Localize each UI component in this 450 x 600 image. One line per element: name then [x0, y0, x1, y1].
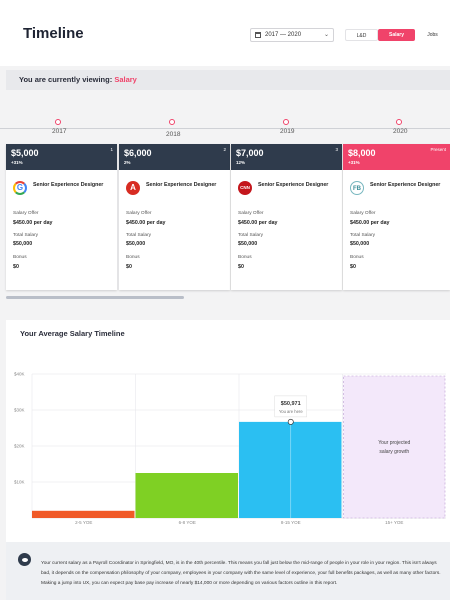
card-number: 2: [223, 147, 226, 152]
total-salary-value: $50,000: [126, 241, 146, 247]
bonus-label: Bonus: [126, 255, 140, 260]
card-change: 2%: [124, 160, 131, 165]
tooltip-box: [274, 395, 307, 418]
viewing-banner: You are currently viewing: Salary: [6, 70, 450, 90]
card-role: Senior Experience Designer: [370, 182, 441, 188]
card-change: 12%: [236, 160, 246, 165]
total-salary-label: Total Salary: [350, 233, 376, 238]
bonus-label: Bonus: [238, 255, 252, 260]
card-role: Senior Experience Designer: [33, 182, 104, 188]
google-logo-icon: G: [13, 181, 27, 195]
x-tick-label: 8-15 YOE: [281, 520, 301, 525]
tab-salary[interactable]: Salary: [378, 29, 415, 41]
salary-card[interactable]: $6,000 2% 2 A Senior Experience Designer…: [119, 144, 230, 290]
card-header: $8,000 +31% Present: [343, 144, 450, 170]
timeline-year: 2018: [166, 131, 181, 138]
tooltip-value: $50,971: [281, 401, 301, 407]
salary-offer-label: Salary Offer: [13, 211, 39, 216]
timeline-dot-2019[interactable]: [283, 119, 289, 125]
salary-offer-value: $450.00 per day: [238, 220, 278, 226]
total-salary-value: $50,000: [13, 241, 33, 247]
adobe-logo-icon: A: [126, 181, 140, 195]
y-tick-label: $30K: [14, 408, 25, 413]
card-change: +31%: [11, 160, 23, 165]
chevron-down-icon: ⌄: [323, 32, 329, 38]
timeline-dot-2017[interactable]: [55, 119, 61, 125]
page-title: Timeline: [23, 25, 84, 42]
bonus-value: $0: [238, 264, 244, 270]
salary-offer-value: $450.00 per day: [126, 220, 166, 226]
info-text: Your current salary as a Payroll Coordin…: [41, 561, 441, 586]
card-change: +31%: [348, 160, 360, 165]
page-header: Timeline 2017 — 2020 ⌄ L&D Salary Jobs: [0, 0, 450, 66]
card-role: Senior Experience Designer: [258, 182, 329, 188]
card-number: 3: [335, 147, 338, 152]
projection-label: salary growth: [379, 449, 409, 455]
tab-jobs[interactable]: Jobs: [415, 29, 450, 41]
card-amount: $5,000: [11, 148, 39, 158]
tab-lnd[interactable]: L&D: [345, 29, 378, 41]
salary-chart: $10K $20K $30K $40K 2-5 YOE 6-8 YOE 8-15 YOE Yo…: [14, 372, 446, 525]
fb-logo-icon: FB: [350, 181, 364, 195]
x-tick-label: 2-5 YOE: [75, 520, 92, 525]
projection-label: Your projected: [378, 440, 410, 446]
x-tick-label: 15+ YOE: [385, 520, 403, 525]
card-header: $5,000 +31% 1: [6, 144, 117, 170]
panel-title: Your Average Salary Timeline: [20, 329, 125, 338]
total-salary-label: Total Salary: [126, 233, 152, 238]
card-amount: $8,000: [348, 148, 376, 158]
tooltip-label: You are here: [279, 409, 303, 414]
marker-dot: [287, 418, 294, 425]
bonus-value: $0: [13, 264, 19, 270]
calendar-icon: [255, 32, 261, 38]
bonus-label: Bonus: [350, 255, 364, 260]
cnn-logo-icon: CNN: [238, 181, 252, 195]
y-tick-label: $10K: [14, 480, 25, 485]
timeline-dot-2018[interactable]: [169, 119, 175, 125]
salary-card[interactable]: $8,000 +31% Present FB Senior Experience…: [343, 144, 450, 290]
card-number: 1: [110, 147, 113, 152]
bonus-value: $0: [350, 264, 356, 270]
bonus-label: Bonus: [13, 255, 27, 260]
bar: [32, 510, 135, 518]
card-header: $6,000 2% 2: [119, 144, 230, 170]
salary-offer-value: $450.00 per day: [350, 220, 390, 226]
x-tick-label: 6-8 YOE: [179, 520, 196, 525]
total-salary-label: Total Salary: [238, 233, 264, 238]
timeline-year: 2019: [280, 128, 295, 135]
card-amount: $7,000: [236, 148, 264, 158]
viewing-prefix: You are currently viewing:: [19, 75, 113, 84]
info-box: Your current salary as a Payroll Coordin…: [6, 542, 450, 600]
timeline-axis: [0, 128, 450, 129]
timeline-year: 2017: [52, 128, 67, 135]
y-tick-label: $40K: [14, 372, 25, 377]
bonus-value: $0: [126, 264, 132, 270]
salary-card[interactable]: $7,000 12% 3 CNN Senior Experience Desig…: [231, 144, 342, 290]
viewing-value: Salary: [114, 75, 137, 84]
total-salary-value: $50,000: [350, 241, 370, 247]
card-header: $7,000 12% 3: [231, 144, 342, 170]
salary-offer-label: Salary Offer: [350, 211, 376, 216]
card-number: Present: [430, 147, 446, 152]
timeline-year: 2020: [393, 128, 408, 135]
bar: [239, 421, 342, 518]
bar: [135, 473, 238, 518]
total-salary-value: $50,000: [238, 241, 258, 247]
salary-card[interactable]: $5,000 +31% 1 G Senior Experience Design…: [6, 144, 117, 290]
timeline-dot-2020[interactable]: [396, 119, 402, 125]
total-salary-label: Total Salary: [13, 233, 39, 238]
year-range-value: 2017 — 2020: [265, 32, 302, 38]
salary-offer-value: $450.00 per day: [13, 220, 53, 226]
card-role: Senior Experience Designer: [146, 182, 217, 188]
salary-offer-label: Salary Offer: [126, 211, 152, 216]
salary-offer-label: Salary Offer: [238, 211, 264, 216]
year-range-select[interactable]: 2017 — 2020 ⌄: [250, 28, 334, 42]
salary-timeline-panel: Your Average Salary Timeline $10K $20K $30…: [6, 320, 450, 600]
y-tick-label: $20K: [14, 444, 25, 449]
eye-icon: [18, 553, 31, 566]
bar-projection: [343, 375, 446, 519]
card-amount: $6,000: [124, 148, 152, 158]
cards-scrollbar[interactable]: [6, 296, 184, 299]
